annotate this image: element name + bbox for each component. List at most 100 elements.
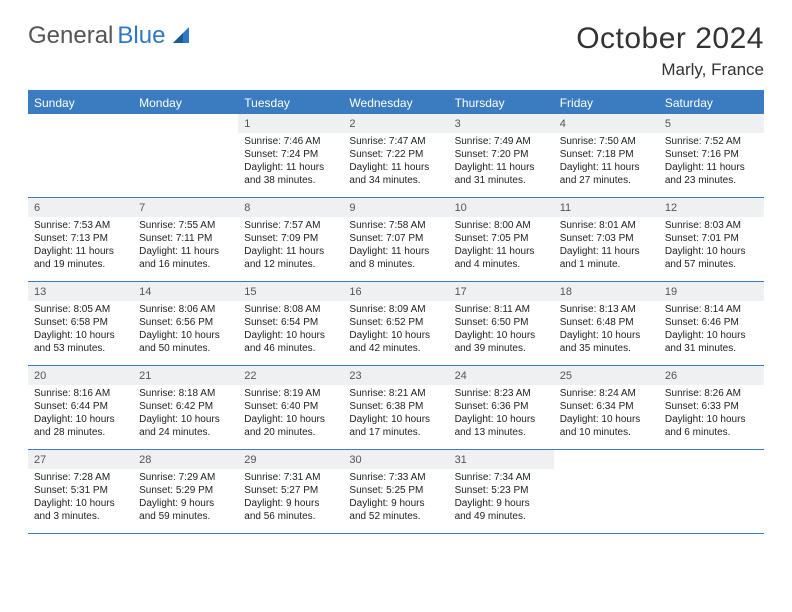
day-number: 24	[449, 366, 554, 385]
day-number: 9	[343, 198, 448, 217]
calendar-week: 1Sunrise: 7:46 AMSunset: 7:24 PMDaylight…	[28, 114, 764, 198]
sail-icon	[169, 25, 193, 47]
calendar-week: 13Sunrise: 8:05 AMSunset: 6:58 PMDayligh…	[28, 282, 764, 366]
calendar-cell: 4Sunrise: 7:50 AMSunset: 7:18 PMDaylight…	[554, 114, 659, 198]
day-details: Sunrise: 7:33 AMSunset: 5:25 PMDaylight:…	[343, 469, 448, 527]
day-number: 11	[554, 198, 659, 217]
day-number: 31	[449, 450, 554, 469]
calendar-cell: 20Sunrise: 8:16 AMSunset: 6:44 PMDayligh…	[28, 366, 133, 450]
daylight-text: Daylight: 10 hours and 50 minutes.	[139, 329, 232, 355]
sunset-text: Sunset: 6:52 PM	[349, 316, 442, 329]
calendar-cell: 12Sunrise: 8:03 AMSunset: 7:01 PMDayligh…	[659, 198, 764, 282]
day-number: 14	[133, 282, 238, 301]
day-details: Sunrise: 7:52 AMSunset: 7:16 PMDaylight:…	[659, 133, 764, 191]
day-number: 17	[449, 282, 554, 301]
day-details: Sunrise: 7:49 AMSunset: 7:20 PMDaylight:…	[449, 133, 554, 191]
sunrise-text: Sunrise: 7:28 AM	[34, 471, 127, 484]
calendar-cell: 17Sunrise: 8:11 AMSunset: 6:50 PMDayligh…	[449, 282, 554, 366]
calendar-cell: 8Sunrise: 7:57 AMSunset: 7:09 PMDaylight…	[238, 198, 343, 282]
day-number: 6	[28, 198, 133, 217]
sunrise-text: Sunrise: 7:47 AM	[349, 135, 442, 148]
day-details: Sunrise: 7:46 AMSunset: 7:24 PMDaylight:…	[238, 133, 343, 191]
daylight-text: Daylight: 11 hours and 12 minutes.	[244, 245, 337, 271]
daylight-text: Daylight: 10 hours and 17 minutes.	[349, 413, 442, 439]
calendar-cell	[133, 114, 238, 198]
sunrise-text: Sunrise: 7:53 AM	[34, 219, 127, 232]
sunset-text: Sunset: 7:18 PM	[560, 148, 653, 161]
sunrise-text: Sunrise: 7:52 AM	[665, 135, 758, 148]
calendar-cell: 10Sunrise: 8:00 AMSunset: 7:05 PMDayligh…	[449, 198, 554, 282]
daylight-text: Daylight: 10 hours and 20 minutes.	[244, 413, 337, 439]
calendar-cell: 11Sunrise: 8:01 AMSunset: 7:03 PMDayligh…	[554, 198, 659, 282]
sunrise-text: Sunrise: 8:14 AM	[665, 303, 758, 316]
calendar-week: 27Sunrise: 7:28 AMSunset: 5:31 PMDayligh…	[28, 450, 764, 534]
header: GeneralBlue October 2024 Marly, France	[28, 22, 764, 80]
daylight-text: Daylight: 10 hours and 39 minutes.	[455, 329, 548, 355]
daylight-text: Daylight: 10 hours and 10 minutes.	[560, 413, 653, 439]
daylight-text: Daylight: 11 hours and 16 minutes.	[139, 245, 232, 271]
daylight-text: Daylight: 10 hours and 46 minutes.	[244, 329, 337, 355]
day-number: 27	[28, 450, 133, 469]
day-details: Sunrise: 8:08 AMSunset: 6:54 PMDaylight:…	[238, 301, 343, 359]
sunrise-text: Sunrise: 8:13 AM	[560, 303, 653, 316]
sunset-text: Sunset: 6:42 PM	[139, 400, 232, 413]
calendar-body: 1Sunrise: 7:46 AMSunset: 7:24 PMDaylight…	[28, 114, 764, 534]
brand-part2: Blue	[117, 22, 165, 50]
sunrise-text: Sunrise: 8:09 AM	[349, 303, 442, 316]
weekday-row: SundayMondayTuesdayWednesdayThursdayFrid…	[28, 91, 764, 114]
calendar-cell	[659, 450, 764, 534]
sunset-text: Sunset: 6:33 PM	[665, 400, 758, 413]
sunset-text: Sunset: 7:09 PM	[244, 232, 337, 245]
day-number: 3	[449, 114, 554, 133]
sunset-text: Sunset: 7:24 PM	[244, 148, 337, 161]
sunrise-text: Sunrise: 8:06 AM	[139, 303, 232, 316]
day-number: 15	[238, 282, 343, 301]
sunrise-text: Sunrise: 7:57 AM	[244, 219, 337, 232]
calendar-cell: 7Sunrise: 7:55 AMSunset: 7:11 PMDaylight…	[133, 198, 238, 282]
daylight-text: Daylight: 9 hours and 59 minutes.	[139, 497, 232, 523]
sunrise-text: Sunrise: 7:29 AM	[139, 471, 232, 484]
sunrise-text: Sunrise: 7:46 AM	[244, 135, 337, 148]
day-number: 16	[343, 282, 448, 301]
sunrise-text: Sunrise: 8:03 AM	[665, 219, 758, 232]
daylight-text: Daylight: 11 hours and 34 minutes.	[349, 161, 442, 187]
daylight-text: Daylight: 10 hours and 13 minutes.	[455, 413, 548, 439]
day-details: Sunrise: 8:03 AMSunset: 7:01 PMDaylight:…	[659, 217, 764, 275]
calendar-week: 6Sunrise: 7:53 AMSunset: 7:13 PMDaylight…	[28, 198, 764, 282]
calendar-cell: 29Sunrise: 7:31 AMSunset: 5:27 PMDayligh…	[238, 450, 343, 534]
day-details: Sunrise: 8:18 AMSunset: 6:42 PMDaylight:…	[133, 385, 238, 443]
daylight-text: Daylight: 11 hours and 38 minutes.	[244, 161, 337, 187]
daylight-text: Daylight: 11 hours and 8 minutes.	[349, 245, 442, 271]
day-number: 18	[554, 282, 659, 301]
day-details: Sunrise: 8:26 AMSunset: 6:33 PMDaylight:…	[659, 385, 764, 443]
day-number: 29	[238, 450, 343, 469]
sunrise-text: Sunrise: 7:49 AM	[455, 135, 548, 148]
brand-part1: General	[28, 22, 113, 50]
sunset-text: Sunset: 6:54 PM	[244, 316, 337, 329]
calendar-cell: 13Sunrise: 8:05 AMSunset: 6:58 PMDayligh…	[28, 282, 133, 366]
calendar-cell: 27Sunrise: 7:28 AMSunset: 5:31 PMDayligh…	[28, 450, 133, 534]
daylight-text: Daylight: 9 hours and 52 minutes.	[349, 497, 442, 523]
day-details: Sunrise: 8:06 AMSunset: 6:56 PMDaylight:…	[133, 301, 238, 359]
title-block: October 2024 Marly, France	[576, 22, 764, 80]
sunset-text: Sunset: 7:03 PM	[560, 232, 653, 245]
sunrise-text: Sunrise: 8:11 AM	[455, 303, 548, 316]
calendar-cell: 26Sunrise: 8:26 AMSunset: 6:33 PMDayligh…	[659, 366, 764, 450]
sunset-text: Sunset: 7:22 PM	[349, 148, 442, 161]
day-details: Sunrise: 7:31 AMSunset: 5:27 PMDaylight:…	[238, 469, 343, 527]
weekday-header: Thursday	[449, 91, 554, 114]
calendar-cell: 30Sunrise: 7:33 AMSunset: 5:25 PMDayligh…	[343, 450, 448, 534]
sunset-text: Sunset: 5:23 PM	[455, 484, 548, 497]
day-details: Sunrise: 7:34 AMSunset: 5:23 PMDaylight:…	[449, 469, 554, 527]
day-details: Sunrise: 8:23 AMSunset: 6:36 PMDaylight:…	[449, 385, 554, 443]
weekday-header: Monday	[133, 91, 238, 114]
calendar-cell	[554, 450, 659, 534]
daylight-text: Daylight: 10 hours and 28 minutes.	[34, 413, 127, 439]
calendar-cell: 16Sunrise: 8:09 AMSunset: 6:52 PMDayligh…	[343, 282, 448, 366]
day-details: Sunrise: 7:29 AMSunset: 5:29 PMDaylight:…	[133, 469, 238, 527]
calendar-cell: 24Sunrise: 8:23 AMSunset: 6:36 PMDayligh…	[449, 366, 554, 450]
calendar-cell: 18Sunrise: 8:13 AMSunset: 6:48 PMDayligh…	[554, 282, 659, 366]
day-details: Sunrise: 7:57 AMSunset: 7:09 PMDaylight:…	[238, 217, 343, 275]
sunset-text: Sunset: 6:58 PM	[34, 316, 127, 329]
sunset-text: Sunset: 7:11 PM	[139, 232, 232, 245]
